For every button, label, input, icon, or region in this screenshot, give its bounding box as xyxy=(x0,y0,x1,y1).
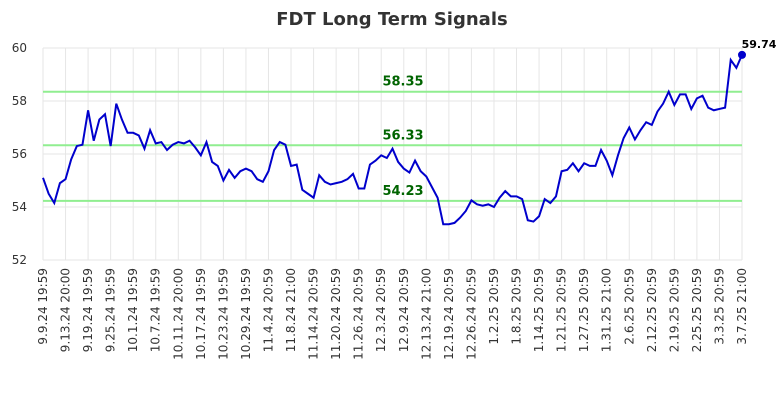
x-tick-label: 1.14.25 20:59 xyxy=(532,268,546,352)
x-tick-label: 11.20.24 20:59 xyxy=(329,268,343,360)
x-tick-label: 1.27.25 20:59 xyxy=(577,268,591,352)
y-tick-label: 58 xyxy=(12,94,27,108)
y-tick-label: 52 xyxy=(12,253,27,267)
price-line xyxy=(42,54,743,226)
x-tick-label: 12.19.24 20:59 xyxy=(442,268,456,360)
y-tick-label: 56 xyxy=(12,147,27,161)
x-tick-label: 1.2.25 20:59 xyxy=(487,268,501,345)
y-axis-ticks: 52 54 56 58 60 xyxy=(12,41,27,267)
y-tick-label: 54 xyxy=(12,200,27,214)
x-tick-label: 11.26.24 20:59 xyxy=(352,268,366,360)
last-value-label: 59.74 xyxy=(742,38,777,51)
x-tick-label: 12.26.24 20:59 xyxy=(464,268,478,360)
x-tick-label: 10.29.24 19:59 xyxy=(239,268,253,360)
x-tick-label: 12.3.24 20:59 xyxy=(374,268,388,352)
x-tick-label: 1.31.25 21:00 xyxy=(600,268,614,352)
x-tick-label: 2.6.25 20:59 xyxy=(622,268,636,345)
x-tick-label: 2.19.25 20:59 xyxy=(667,268,681,352)
x-tick-label: 1.21.25 20:59 xyxy=(555,268,569,352)
x-tick-label: 11.8.24 21:00 xyxy=(284,268,298,352)
x-tick-label: 2.12.25 20:59 xyxy=(645,268,659,352)
x-tick-label: 11.4.24 20:59 xyxy=(261,268,275,352)
y-gridlines xyxy=(43,47,742,261)
x-tick-label: 10.7.24 19:59 xyxy=(149,268,163,352)
x-tick-label: 9.25.24 19:59 xyxy=(104,268,118,352)
x-axis-ticks: 9.9.24 19:59 9.13.24 20:00 9.19.24 19:59 9.… xyxy=(36,268,749,360)
x-tick-label: 10.17.24 19:59 xyxy=(194,268,208,360)
x-tick-label: 3.7.25 21:00 xyxy=(735,268,749,345)
last-point-marker xyxy=(738,50,746,59)
x-tick-label: 2.25.25 20:59 xyxy=(690,268,704,352)
x-tick-label: 12.9.24 20:59 xyxy=(397,268,411,352)
x-tick-label: 10.11.24 20:00 xyxy=(171,268,185,360)
x-tick-label: 10.23.24 19:59 xyxy=(216,268,230,360)
signal-label: 58.35 xyxy=(382,75,423,90)
x-tick-label: 9.19.24 19:59 xyxy=(81,268,95,352)
x-tick-label: 3.3.25 20:59 xyxy=(712,268,726,345)
x-tick-label: 12.13.24 21:00 xyxy=(419,268,433,360)
y-tick-label: 60 xyxy=(12,41,27,55)
x-tick-label: 10.1.24 19:59 xyxy=(126,268,140,352)
x-tick-label: 11.14.24 20:59 xyxy=(307,268,321,360)
x-tick-label: 9.9.24 19:59 xyxy=(36,268,50,345)
signal-label: 56.33 xyxy=(382,128,423,143)
x-tick-label: 1.8.25 20:59 xyxy=(510,268,524,345)
chart-title: FDT Long Term Signals xyxy=(276,9,507,30)
x-tick-label: 9.13.24 20:00 xyxy=(59,268,73,352)
signal-label: 54.23 xyxy=(382,184,423,199)
signal-lines: 58.35 56.33 54.23 xyxy=(43,75,742,202)
